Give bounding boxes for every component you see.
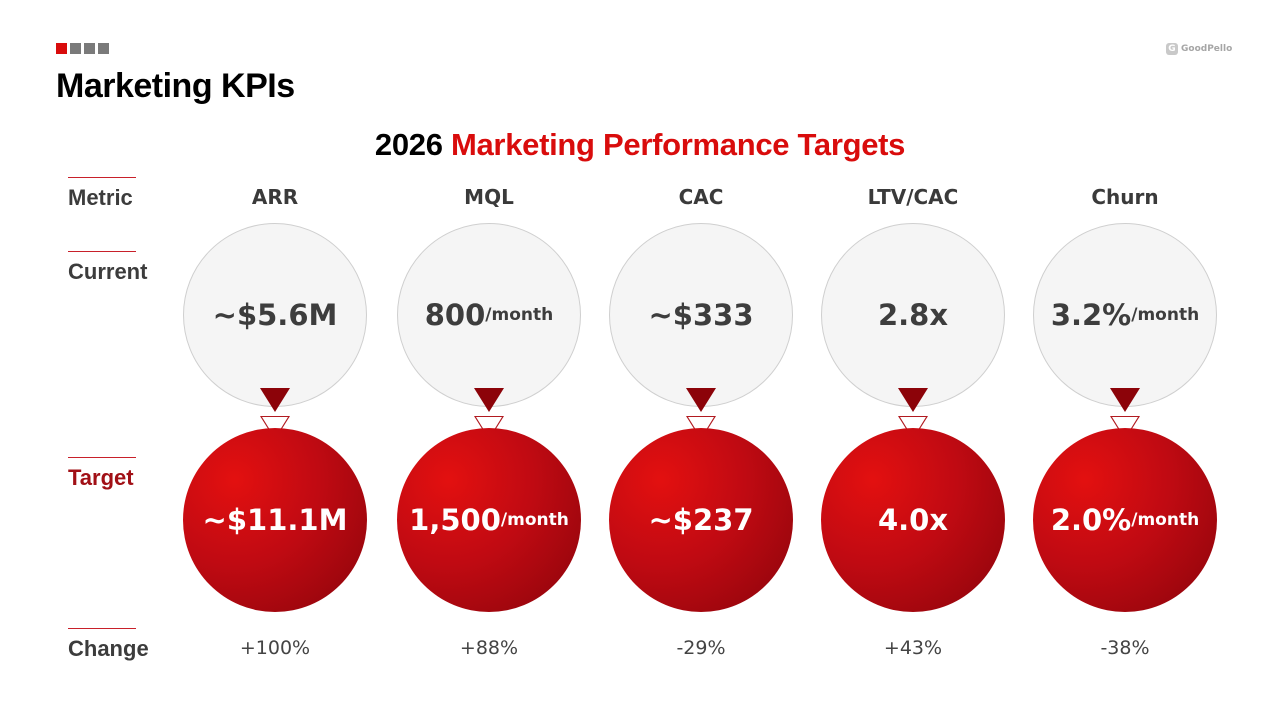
- metric-name: Churn: [1091, 185, 1159, 209]
- row-label-target: Target: [68, 465, 134, 490]
- current-unit: /month: [1131, 305, 1200, 325]
- row-divider: [68, 251, 136, 252]
- change-value: +100%: [239, 637, 311, 659]
- slide-subtitle: 2026 Marketing Performance Targets: [0, 127, 1280, 163]
- target-unit: /month: [1131, 510, 1200, 530]
- page-title: Marketing KPIs: [56, 67, 295, 105]
- target-value-circle: ~$11.1M: [183, 428, 367, 612]
- change-value: +88%: [459, 637, 519, 659]
- target-value: ~$237: [648, 503, 754, 537]
- arrow-down-icon: [474, 388, 504, 412]
- change-value: -38%: [1100, 637, 1150, 659]
- current-value: 2.8x: [877, 298, 949, 332]
- brand-logo: G GoodPello: [1166, 43, 1232, 55]
- arrow-down-icon: [686, 388, 716, 412]
- deco-square-gray: [70, 43, 81, 54]
- metric-name: MQL: [464, 185, 514, 209]
- target-value: 1,500: [409, 503, 501, 537]
- current-unit: /month: [485, 305, 554, 325]
- arrow-down-icon: [1110, 388, 1140, 412]
- current-value-circle: ~$333: [609, 223, 793, 407]
- current-value-circle: 800/month: [397, 223, 581, 407]
- current-value: ~$5.6M: [212, 298, 338, 332]
- target-value: 4.0x: [877, 503, 949, 537]
- current-value-circle: ~$5.6M: [183, 223, 367, 407]
- current-value-circle: 3.2%/month: [1033, 223, 1217, 407]
- metric-name: ARR: [251, 185, 299, 209]
- metric-name: LTV/CAC: [867, 185, 959, 209]
- deco-square-red: [56, 43, 67, 54]
- current-value: ~$333: [648, 298, 754, 332]
- deco-square-gray: [98, 43, 109, 54]
- change-value: +43%: [883, 637, 943, 659]
- target-value-circle: 4.0x: [821, 428, 1005, 612]
- target-value-circle: 2.0%/month: [1033, 428, 1217, 612]
- row-divider: [68, 457, 136, 458]
- row-label-metric: Metric: [68, 185, 133, 210]
- target-value: ~$11.1M: [202, 503, 348, 537]
- slide-decoration: [56, 43, 109, 54]
- brand-name: GoodPello: [1181, 44, 1233, 54]
- metric-name: CAC: [678, 185, 724, 209]
- row-divider: [68, 628, 136, 629]
- current-value: 3.2%: [1050, 298, 1132, 332]
- change-value: -29%: [676, 637, 726, 659]
- current-value: 800: [424, 298, 486, 332]
- arrow-down-icon: [260, 388, 290, 412]
- target-value-circle: ~$237: [609, 428, 793, 612]
- brand-mark-icon: G: [1166, 43, 1178, 55]
- subtitle-year: 2026: [374, 127, 443, 162]
- subtitle-highlight: Marketing Performance Targets: [450, 127, 906, 162]
- target-value: 2.0%: [1050, 503, 1132, 537]
- row-label-current: Current: [68, 259, 148, 284]
- deco-square-gray: [84, 43, 95, 54]
- arrow-down-icon: [898, 388, 928, 412]
- target-value-circle: 1,500/month: [397, 428, 581, 612]
- row-divider: [68, 177, 136, 178]
- target-unit: /month: [500, 510, 569, 530]
- current-value-circle: 2.8x: [821, 223, 1005, 407]
- row-label-change: Change: [68, 636, 149, 661]
